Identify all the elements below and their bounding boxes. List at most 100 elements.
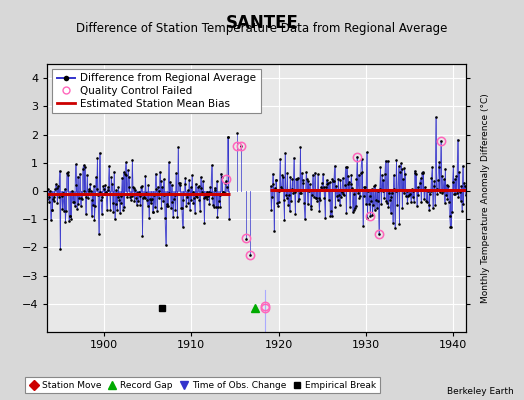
- Point: [409, 188, 418, 194]
- Point: [376, 164, 385, 170]
- Point: [138, 232, 147, 239]
- Point: [402, 188, 411, 194]
- Point: [135, 193, 144, 199]
- Point: [332, 183, 340, 189]
- Point: [107, 174, 115, 180]
- Point: [456, 198, 465, 204]
- Point: [370, 183, 378, 190]
- Point: [297, 190, 305, 197]
- Point: [51, 186, 59, 192]
- Point: [420, 196, 428, 203]
- Point: [318, 185, 326, 192]
- Point: [73, 206, 81, 212]
- Point: [397, 160, 405, 167]
- Point: [104, 184, 113, 190]
- Point: [314, 195, 323, 201]
- Point: [462, 192, 470, 198]
- Point: [389, 172, 398, 178]
- Point: [350, 207, 358, 213]
- Point: [319, 170, 327, 177]
- Point: [64, 172, 72, 179]
- Point: [193, 184, 202, 191]
- Point: [45, 194, 53, 200]
- Point: [444, 182, 452, 189]
- Point: [148, 208, 157, 215]
- Point: [223, 184, 231, 190]
- Point: [284, 202, 292, 208]
- Point: [79, 162, 88, 168]
- Point: [288, 176, 297, 182]
- Point: [395, 163, 403, 170]
- Legend: Station Move, Record Gap, Time of Obs. Change, Empirical Break: Station Move, Record Gap, Time of Obs. C…: [26, 377, 380, 394]
- Point: [290, 154, 298, 161]
- Point: [223, 134, 232, 140]
- Point: [339, 191, 347, 198]
- Point: [156, 168, 164, 175]
- Point: [136, 202, 145, 208]
- Point: [199, 178, 207, 185]
- Point: [300, 200, 308, 206]
- Point: [66, 213, 74, 220]
- Point: [394, 186, 402, 193]
- Point: [324, 180, 332, 186]
- Point: [423, 199, 431, 205]
- Point: [285, 192, 293, 198]
- Point: [214, 204, 222, 211]
- Point: [361, 184, 369, 190]
- Point: [445, 199, 453, 205]
- Point: [443, 196, 452, 202]
- Point: [419, 170, 428, 176]
- Point: [163, 203, 171, 210]
- Point: [155, 188, 163, 194]
- Point: [415, 186, 423, 193]
- Point: [393, 202, 401, 208]
- Point: [273, 200, 281, 206]
- Point: [189, 189, 197, 196]
- Point: [438, 173, 446, 179]
- Point: [320, 194, 329, 201]
- Point: [432, 114, 440, 120]
- Point: [276, 156, 284, 162]
- Point: [192, 193, 201, 200]
- Point: [97, 211, 106, 217]
- Point: [348, 209, 357, 215]
- Point: [66, 212, 74, 219]
- Point: [83, 172, 91, 179]
- Point: [334, 176, 343, 182]
- Point: [285, 208, 293, 214]
- Point: [99, 194, 107, 200]
- Point: [170, 196, 178, 202]
- Point: [315, 207, 323, 214]
- Point: [122, 159, 130, 166]
- Point: [164, 203, 172, 209]
- Point: [398, 205, 407, 212]
- Point: [161, 242, 170, 248]
- Point: [213, 214, 222, 221]
- Point: [356, 193, 364, 199]
- Point: [216, 204, 225, 210]
- Point: [101, 182, 110, 189]
- Point: [436, 138, 445, 144]
- Point: [458, 208, 466, 214]
- Point: [147, 197, 156, 203]
- Point: [90, 216, 99, 223]
- Point: [151, 170, 160, 177]
- Point: [358, 169, 366, 176]
- Point: [138, 183, 146, 189]
- Point: [406, 187, 414, 193]
- Point: [277, 186, 286, 192]
- Point: [441, 166, 450, 172]
- Point: [302, 169, 310, 175]
- Point: [432, 186, 441, 192]
- Point: [222, 178, 231, 184]
- Point: [157, 178, 165, 184]
- Point: [279, 197, 288, 203]
- Point: [140, 195, 149, 201]
- Point: [78, 196, 86, 202]
- Point: [383, 200, 391, 206]
- Point: [365, 192, 374, 199]
- Point: [390, 186, 398, 192]
- Point: [85, 188, 94, 194]
- Point: [325, 179, 334, 186]
- Point: [344, 180, 353, 187]
